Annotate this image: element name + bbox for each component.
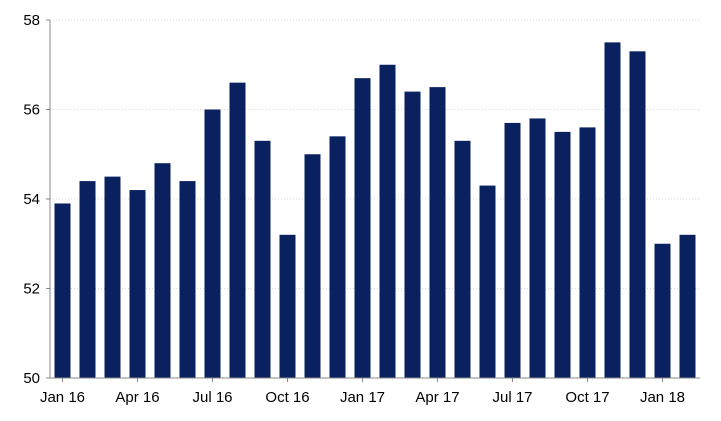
y-tick-label: 56 — [23, 102, 40, 119]
bar — [204, 109, 221, 378]
bar — [679, 234, 696, 378]
bar — [379, 64, 396, 378]
x-tick-label: Jan 16 — [40, 389, 85, 406]
x-tick-label: Jul 16 — [192, 389, 232, 406]
bar — [354, 78, 371, 379]
bar — [179, 181, 196, 378]
x-tick-label: Apr 16 — [115, 389, 159, 406]
bar — [504, 122, 521, 378]
bar — [404, 91, 421, 378]
y-tick-label: 52 — [23, 281, 40, 298]
bars — [54, 42, 696, 379]
x-tick-labels: Jan 16 Apr 16 Jul 16 Oct 16 Jan 17 Apr 17 Jul … — [40, 378, 685, 406]
x-tick-label: Apr 17 — [415, 389, 459, 406]
bar — [454, 140, 471, 378]
bar — [329, 136, 346, 378]
x-tick-label: Jul 17 — [492, 389, 532, 406]
x-tick-label: Oct 16 — [265, 389, 309, 406]
gridlines — [50, 19, 700, 289]
bar — [54, 203, 71, 378]
bar — [429, 87, 446, 378]
bar — [104, 176, 121, 378]
bar — [129, 190, 146, 378]
bar — [529, 118, 546, 378]
bar — [629, 51, 646, 378]
bar — [229, 82, 246, 379]
x-tick-label: Jan 17 — [340, 389, 385, 406]
y-tick-label: 58 — [23, 12, 40, 29]
bar — [554, 131, 571, 378]
bar — [479, 185, 496, 378]
bar — [254, 140, 271, 378]
x-tick-label: Oct 17 — [565, 389, 609, 406]
y-tick-label: 50 — [23, 370, 40, 387]
bar — [579, 127, 596, 379]
y-tick-label: 54 — [23, 191, 40, 208]
bar — [79, 181, 96, 378]
y-tick-labels: 50 52 54 56 58 — [23, 12, 50, 387]
bar — [604, 42, 621, 378]
bar — [304, 154, 321, 378]
bar — [154, 163, 171, 378]
bar — [654, 243, 671, 378]
x-tick-label: Jan 18 — [640, 389, 685, 406]
bar — [279, 234, 296, 378]
